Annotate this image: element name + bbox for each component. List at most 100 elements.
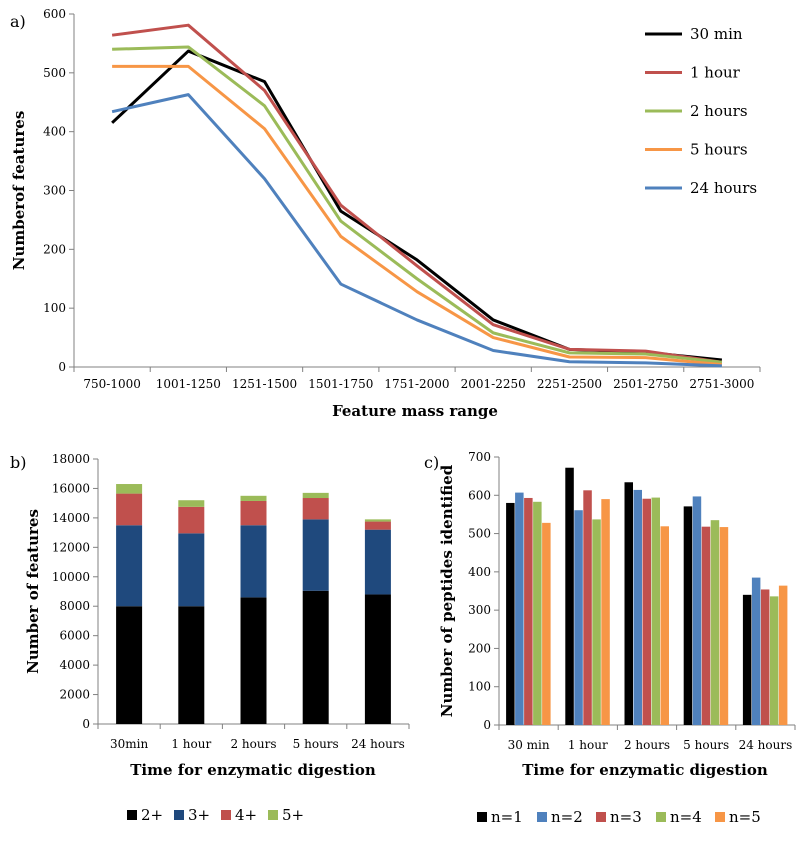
c-bar-n=3: [524, 497, 533, 725]
a-legend-label: 30 min: [690, 25, 743, 43]
a-series-line-24-hours: [111, 93, 722, 368]
a-legend-label: 1 hour: [690, 64, 741, 82]
c-legend-swatch: [477, 812, 487, 822]
b-bar-segment-2+: [178, 606, 205, 724]
c-legend-label: n=1: [491, 808, 523, 826]
a-x-tick-label: 1251-1500: [232, 377, 297, 391]
b-bar-segment-4+: [364, 521, 391, 530]
c-legend-label: n=4: [670, 808, 702, 826]
a-y-tick-label: 0: [58, 360, 66, 374]
b-y-tick-label: 18000: [52, 452, 90, 466]
c-x-tick-label: 24 hours: [739, 738, 793, 752]
c-bar-n=1: [742, 594, 752, 725]
b-bar-segment-5+: [116, 484, 143, 494]
c-y-tick-label: 0: [483, 718, 491, 732]
b-legend-label: 2+: [141, 806, 163, 824]
c-bar-n=4: [651, 497, 660, 725]
c-legend-swatch: [596, 812, 606, 822]
c-legend-swatch: [537, 812, 547, 822]
b-bar-segment-4+: [240, 500, 267, 526]
c-bar-n=3: [701, 526, 711, 725]
b-x-tick-label: 30min: [110, 737, 148, 751]
b-bar-segment-2+: [240, 597, 267, 724]
a-x-tick-label: 2001-2250: [461, 377, 526, 391]
c-bar-n=4: [592, 519, 601, 725]
c-bar-n=1: [624, 482, 633, 725]
c-bar-n=5: [660, 526, 669, 725]
c-x-tick-label: 1 hour: [568, 738, 608, 752]
a-y-tick-label: 600: [43, 7, 66, 21]
c-bar-n=5: [778, 585, 788, 725]
a-legend-label: 5 hours: [690, 141, 748, 159]
a-series-line-5-hours: [112, 64, 723, 367]
a-x-tick-label: 1751-2000: [384, 377, 449, 391]
c-bar-n=2: [692, 496, 702, 725]
c-y-axis-title: Number of peptides identified: [438, 464, 456, 717]
b-bar-segment-3+: [364, 529, 391, 595]
c-bar-n=2: [574, 510, 583, 725]
c-x-tick-label: 30 min: [508, 738, 550, 752]
c-bar-n=2: [751, 577, 761, 725]
c-x-tick-label: 2 hours: [624, 738, 670, 752]
panel-a-label: a): [10, 12, 26, 31]
b-legend-label: 5+: [282, 806, 304, 824]
a-series-line-1-hour: [111, 23, 723, 364]
b-x-axis-title: Time for enzymatic digestion: [130, 761, 376, 779]
b-legend-swatch: [127, 810, 137, 820]
b-y-tick-label: 8000: [59, 599, 90, 613]
c-y-tick-label: 400: [468, 565, 491, 579]
b-bar-segment-5+: [240, 495, 267, 501]
a-series-line-30-min: [111, 49, 723, 362]
b-y-tick-label: 2000: [59, 688, 90, 702]
c-y-tick-label: 600: [468, 488, 491, 502]
b-bar-segment-3+: [116, 525, 143, 607]
c-bar-n=2: [515, 492, 524, 725]
c-bar-n=4: [710, 520, 720, 725]
b-bar-segment-5+: [302, 492, 329, 499]
b-x-tick-label: 1 hour: [171, 737, 211, 751]
a-x-tick-label: 750-1000: [83, 377, 141, 391]
c-bar-n=2: [633, 489, 642, 725]
a-series-line-2-hours: [112, 45, 723, 364]
a-y-tick-label: 400: [43, 125, 66, 139]
c-bar-n=1: [683, 506, 693, 725]
c-y-tick-label: 200: [468, 641, 491, 655]
c-legend-label: n=5: [729, 808, 761, 826]
b-legend-label: 3+: [188, 806, 210, 824]
c-bar-n=4: [769, 596, 779, 725]
b-legend-swatch: [174, 810, 184, 820]
c-bar-n=5: [542, 522, 551, 725]
c-legend-swatch: [715, 812, 725, 822]
b-bar-segment-2+: [116, 606, 143, 724]
b-legend-swatch: [221, 810, 231, 820]
c-x-tick-label: 5 hours: [683, 738, 729, 752]
b-bar-segment-4+: [302, 498, 329, 520]
a-y-tick-label: 500: [43, 66, 66, 80]
a-x-axis-title: Feature mass range: [332, 402, 498, 420]
c-bar-n=4: [533, 501, 542, 725]
b-x-tick-label: 5 hours: [293, 737, 339, 751]
b-bar-segment-5+: [364, 519, 391, 522]
b-bar-segment-2+: [364, 594, 391, 724]
c-bar-n=3: [642, 498, 651, 725]
b-bar-segment-4+: [116, 493, 143, 526]
b-bar-segment-3+: [302, 519, 329, 591]
b-y-tick-label: 10000: [52, 570, 90, 584]
panel-c-label: c): [424, 453, 439, 472]
a-x-tick-label: 2251-2500: [537, 377, 602, 391]
a-legend-label: 2 hours: [690, 102, 748, 120]
a-y-tick-label: 200: [43, 242, 66, 256]
b-x-tick-label: 2 hours: [230, 737, 276, 751]
c-legend-label: n=3: [610, 808, 642, 826]
c-legend-swatch: [656, 812, 666, 822]
c-bar-n=5: [719, 527, 729, 725]
b-x-tick-label: 24 hours: [351, 737, 405, 751]
c-bar-n=1: [506, 502, 515, 725]
c-bar-n=1: [565, 467, 574, 725]
a-x-tick-label: 1001-1250: [156, 377, 221, 391]
b-bar-segment-3+: [178, 533, 205, 607]
a-y-tick-label: 100: [43, 301, 66, 315]
b-legend-swatch: [268, 810, 278, 820]
b-y-tick-label: 4000: [59, 658, 90, 672]
